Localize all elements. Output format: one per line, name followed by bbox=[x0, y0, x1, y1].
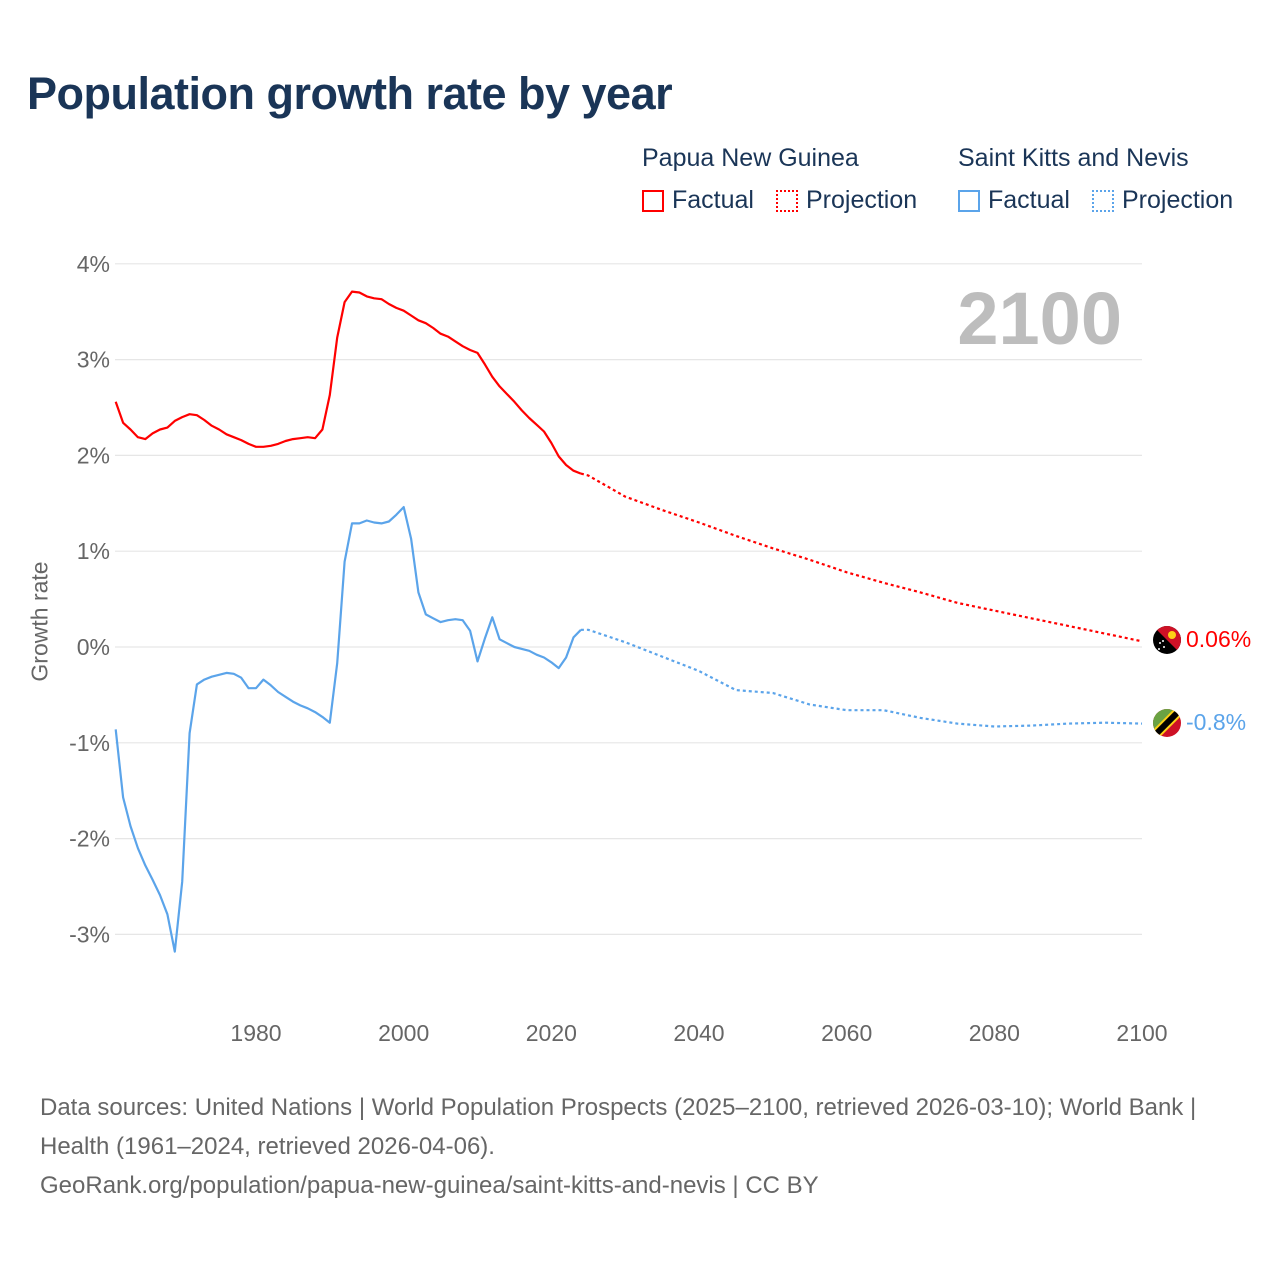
x-tick-label: 2020 bbox=[526, 1020, 577, 1046]
chart-title: Population growth rate by year bbox=[27, 68, 673, 119]
data-sources-text: Data sources: United Nations | World Pop… bbox=[40, 1094, 1197, 1160]
legend-label: Factual bbox=[672, 186, 754, 214]
series-line-factual-0 bbox=[114, 290, 582, 475]
series-line-factual-1 bbox=[114, 506, 582, 953]
legend-png-factual[interactable]: Factual bbox=[642, 186, 754, 215]
x-tick-label: 2100 bbox=[1116, 1020, 1167, 1046]
y-tick-label: 0% bbox=[77, 634, 110, 660]
current-year-label: 2100 bbox=[957, 277, 1122, 360]
legend-country-skn: Saint Kitts and Nevis bbox=[958, 144, 1189, 172]
legend-label: Factual bbox=[988, 186, 1070, 214]
legend-swatch-solid-blue bbox=[958, 189, 980, 212]
y-tick-label: 4% bbox=[77, 251, 110, 277]
flag-saint-kitts-and-nevis-icon bbox=[1153, 709, 1181, 737]
legend-swatch-dotted-red bbox=[776, 189, 798, 212]
x-tick-label: 1980 bbox=[230, 1020, 281, 1046]
series-line-projection-1 bbox=[580, 628, 1143, 728]
y-tick-label: -1% bbox=[69, 730, 110, 756]
legend-swatch-dotted-blue bbox=[1092, 189, 1114, 212]
legend-label: Projection bbox=[806, 186, 918, 214]
y-tick-label: 1% bbox=[77, 538, 110, 564]
footer-sources: Data sources: United Nations | World Pop… bbox=[40, 1088, 1240, 1205]
end-label-skn: -0.8% bbox=[1186, 709, 1247, 735]
series-line-projection-0 bbox=[580, 472, 1143, 643]
end-label-png: 0.06% bbox=[1186, 626, 1252, 652]
x-tick-label: 2080 bbox=[969, 1020, 1020, 1046]
y-tick-label: 2% bbox=[77, 442, 110, 468]
y-axis-label: Growth rate bbox=[26, 561, 53, 682]
y-tick-label: 3% bbox=[77, 347, 110, 373]
legend-png-projection[interactable]: Projection bbox=[776, 186, 917, 215]
legend-skn-factual[interactable]: Factual bbox=[958, 186, 1070, 215]
x-tick-label: 2060 bbox=[821, 1020, 872, 1046]
legend-skn-projection[interactable]: Projection bbox=[1092, 186, 1233, 215]
legend-label: Projection bbox=[1122, 186, 1234, 214]
legend-swatch-solid-red bbox=[642, 189, 664, 212]
x-tick-label: 2000 bbox=[378, 1020, 429, 1046]
legend-country-png: Papua New Guinea bbox=[642, 144, 859, 172]
x-tick-label: 2040 bbox=[673, 1020, 724, 1046]
flag-papua-new-guinea-icon bbox=[1153, 626, 1181, 654]
y-tick-label: -3% bbox=[69, 921, 110, 947]
y-tick-label: -2% bbox=[69, 826, 110, 852]
source-link[interactable]: GeoRank.org/population/papua-new-guinea/… bbox=[40, 1172, 819, 1199]
